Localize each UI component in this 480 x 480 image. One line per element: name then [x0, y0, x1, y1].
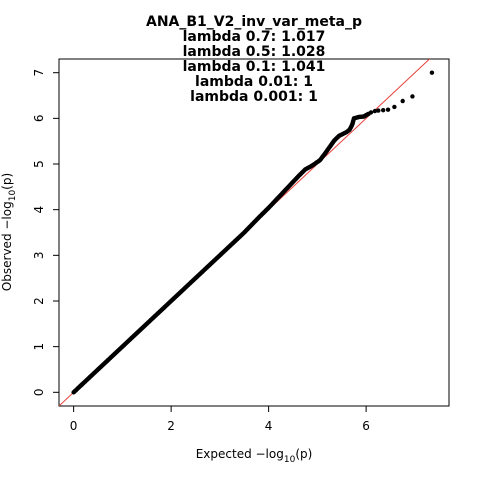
title-block: ANA_B1_V2_inv_var_meta_p lambda 0.7: 1.0…	[146, 14, 362, 105]
y-tick-label: 6	[32, 115, 46, 123]
data-point	[372, 108, 378, 114]
lambda-line: lambda 0.5: 1.028	[183, 44, 326, 60]
y-tick-label: 5	[32, 160, 46, 168]
lambda-line: lambda 0.7: 1.017	[183, 29, 326, 45]
y-tick-label: 0	[32, 388, 46, 396]
data-point	[376, 108, 381, 113]
y-tick-label: 4	[32, 206, 46, 214]
lambda-line: lambda 0.01: 1	[195, 74, 313, 90]
data-point	[410, 94, 415, 99]
x-axis: 0 2 4 6	[70, 406, 370, 433]
y-tick-label: 7	[32, 69, 46, 77]
x-axis-label: Expected −log10(p)	[196, 447, 313, 465]
y-tick-label: 2	[32, 297, 46, 305]
data-point	[385, 107, 391, 112]
data-point	[368, 110, 374, 115]
lambda-line: lambda 0.1: 1.041	[183, 59, 326, 75]
y-tick-label: 1	[32, 343, 46, 351]
x-tick-label: 0	[70, 419, 78, 433]
x-tick-label: 4	[265, 419, 273, 433]
x-tick-label: 6	[362, 419, 370, 433]
plot-frame	[58, 58, 450, 407]
y-axis: 0 1 2 3 4 5 6 7	[32, 69, 59, 396]
y-axis-label: Observed −log10(p)	[0, 173, 18, 291]
y-tick-label: 3	[32, 252, 46, 260]
data-point	[380, 107, 386, 113]
x-tick-label: 2	[167, 419, 175, 433]
lambda-line: lambda 0.001: 1	[190, 89, 318, 105]
chart-title: ANA_B1_V2_inv_var_meta_p	[146, 14, 362, 30]
data-point	[400, 98, 405, 104]
data-point	[392, 104, 397, 110]
data-points-group	[71, 70, 435, 395]
data-point	[429, 70, 435, 75]
